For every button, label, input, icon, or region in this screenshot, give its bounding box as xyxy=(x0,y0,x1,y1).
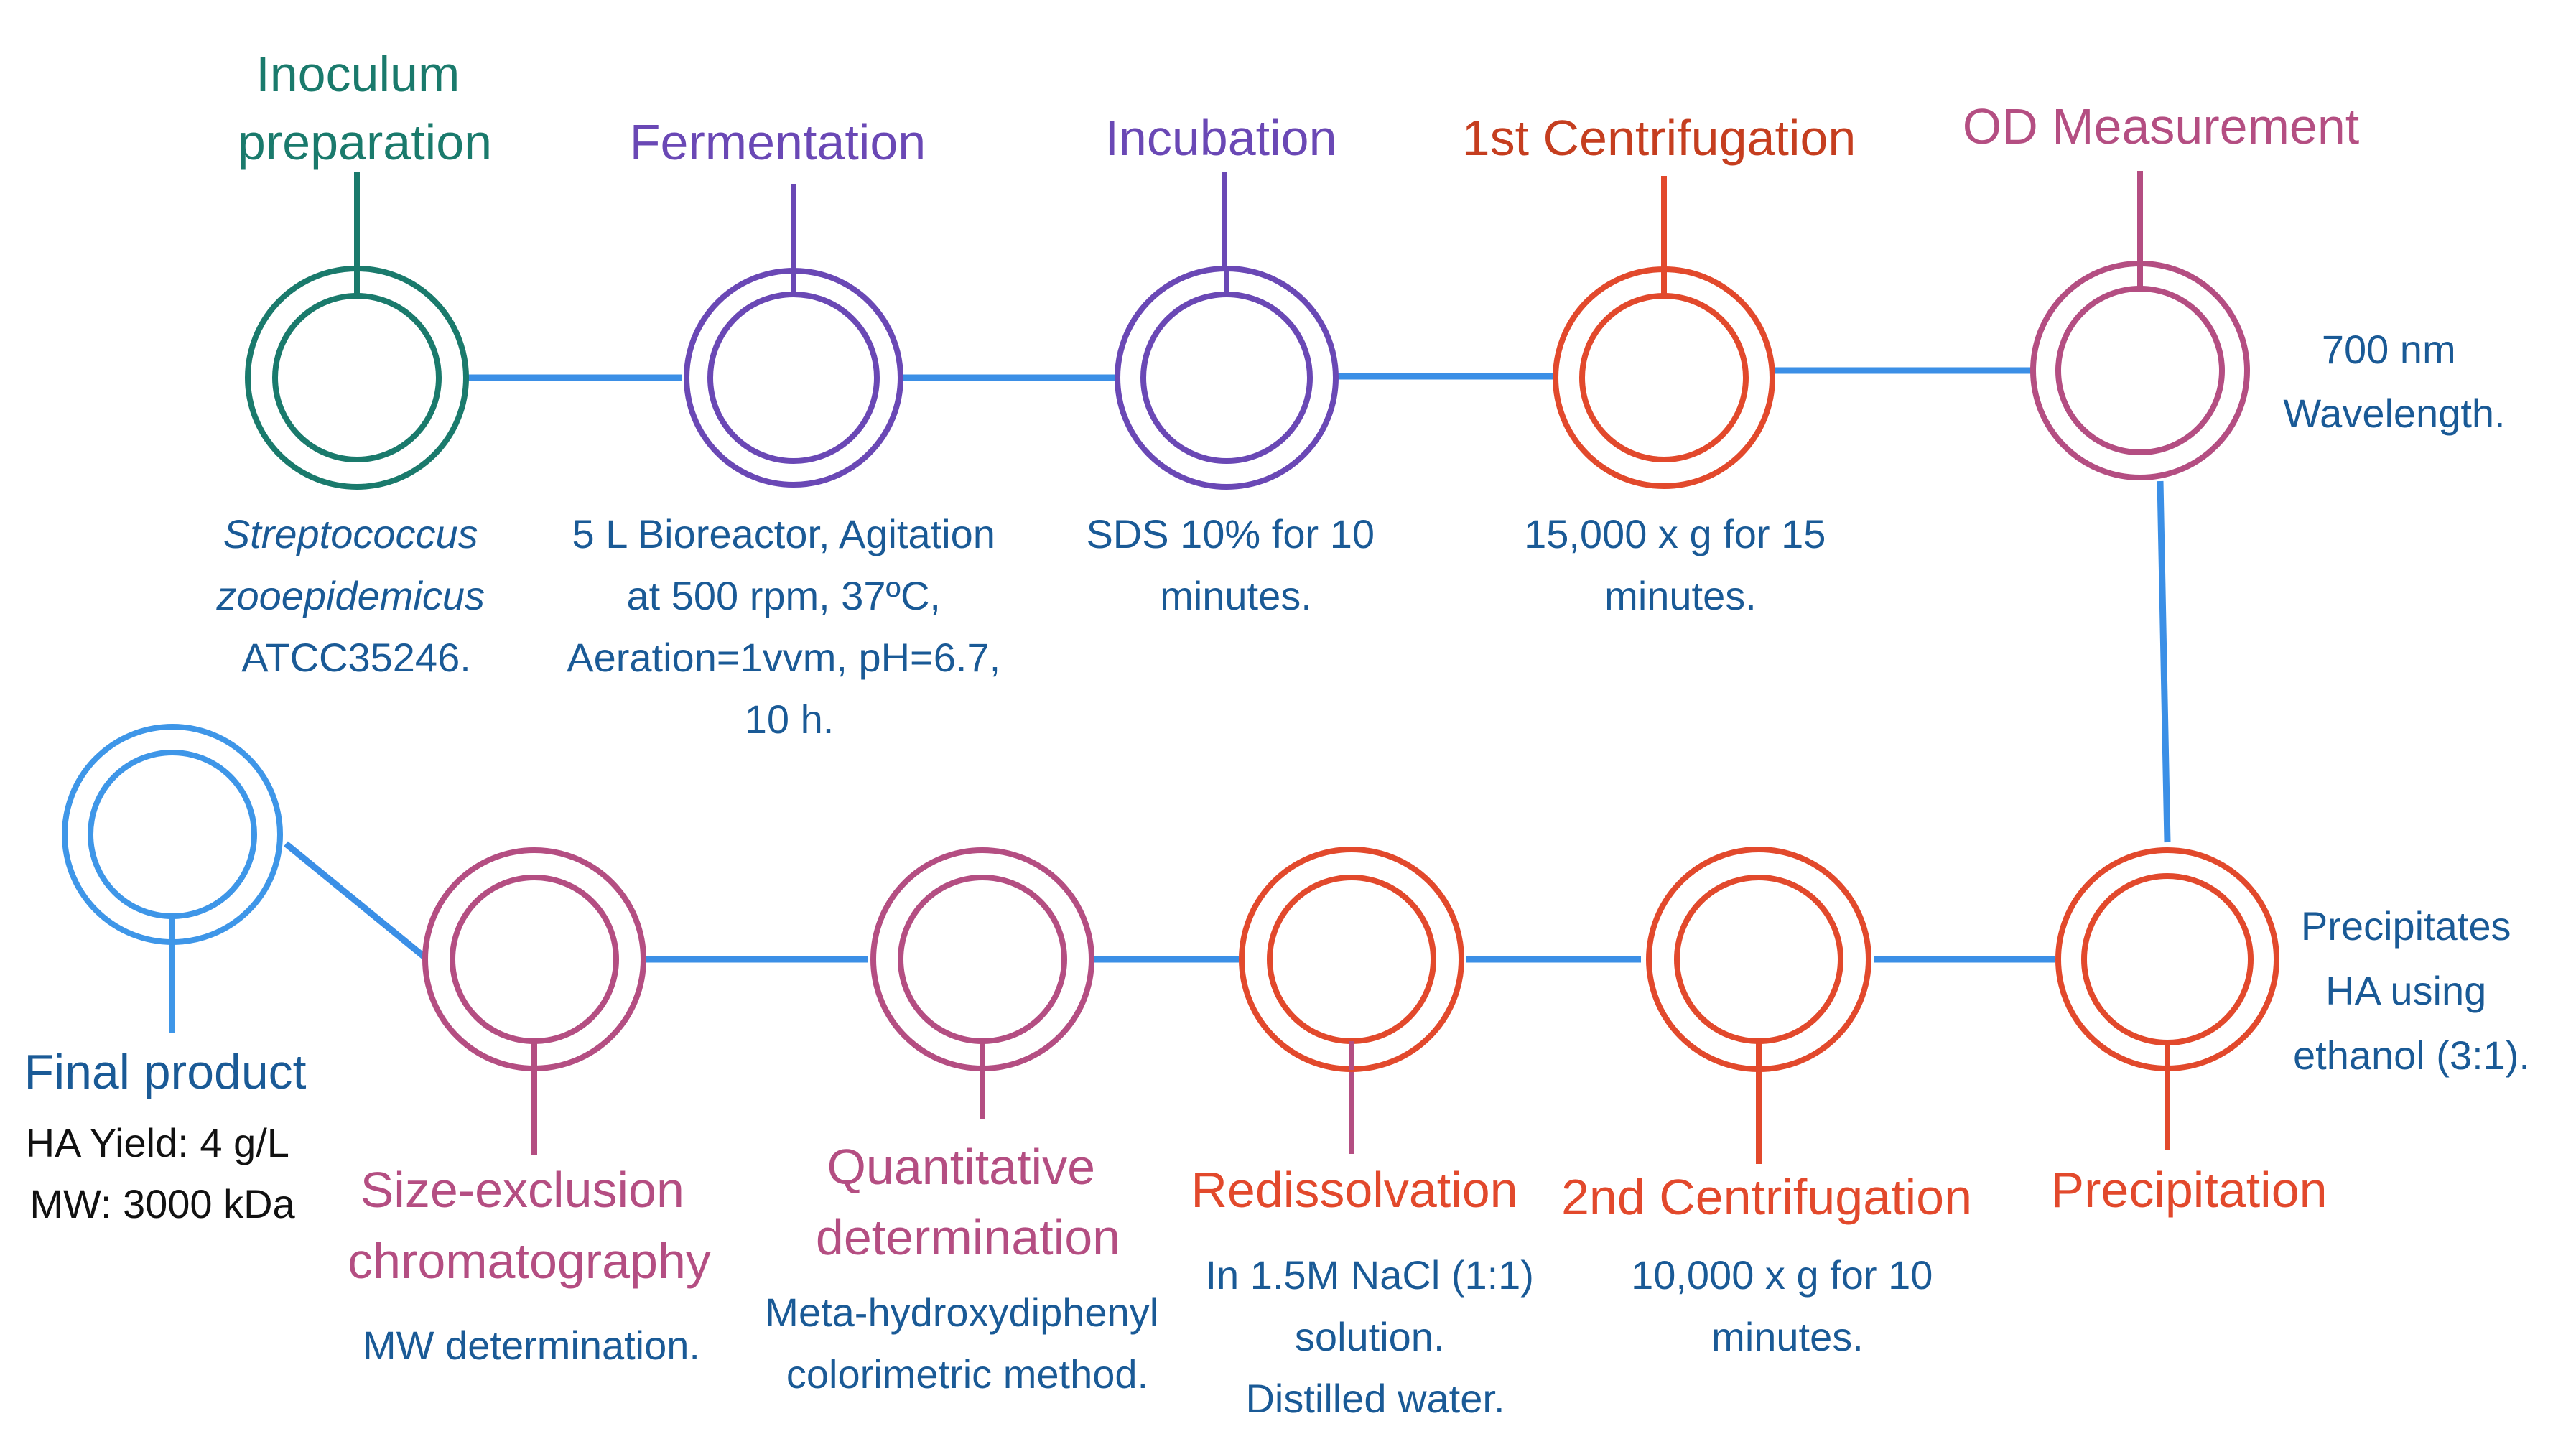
details-sizeexclusion: MW determination. xyxy=(363,1323,700,1368)
details-redissolvation: In 1.5M NaCl (1:1) solution. Distilled w… xyxy=(1205,1252,1545,1421)
node-incubation-inner-ring xyxy=(1140,292,1313,464)
details-incubation: SDS 10% for 10 minutes. xyxy=(1086,511,1385,618)
title-incubation: Incubation xyxy=(1105,110,1336,166)
details-inoculum: Streptococcus zooepidemicus ATCC35246. xyxy=(215,511,496,680)
node-redissolvation xyxy=(1239,847,1464,1072)
title-od: OD Measurement xyxy=(1963,98,2359,154)
details-precipitation: Precipitates HA using ethanol (3:1). xyxy=(2293,903,2530,1078)
title-quantitative: Quantitative determination xyxy=(816,1139,1120,1265)
node-fermentation xyxy=(684,268,903,488)
node-od xyxy=(2030,261,2250,480)
step-titles: Inoculum preparation Fermentation Incuba… xyxy=(24,46,2359,1289)
node-centrifugation1-inner-ring xyxy=(1579,293,1749,462)
title-precipitation: Precipitation xyxy=(2050,1162,2327,1218)
node-rings xyxy=(62,261,2279,1072)
node-fermentation-inner-ring xyxy=(707,292,880,464)
details-od: 700 nm Wavelength. xyxy=(2283,327,2505,436)
stem-stubs xyxy=(169,261,2170,1070)
connector-lines xyxy=(284,367,2171,963)
title-redissolvation: Redissolvation xyxy=(1191,1162,1517,1218)
step-details: Streptococcus zooepidemicus ATCC35246. 5… xyxy=(26,327,2530,1421)
node-inoculum-inner-ring xyxy=(272,293,442,462)
node-centrifugation2 xyxy=(1646,847,1871,1072)
details-centrifugation1: 15,000 x g for 15 minutes. xyxy=(1524,511,1837,618)
title-centrifugation2: 2nd Centrifugation xyxy=(1561,1169,1972,1225)
node-od-inner-ring xyxy=(2055,286,2225,455)
node-inoculum xyxy=(245,266,469,490)
node-final-inner-ring xyxy=(88,750,257,919)
node-precipitation-inner-ring xyxy=(2081,873,2254,1045)
details-final: HA Yield: 4 g/L MW: 3000 kDa xyxy=(26,1120,299,1226)
node-redissolvation-inner-ring xyxy=(1267,875,1436,1044)
node-centrifugation1 xyxy=(1553,266,1775,489)
title-fermentation: Fermentation xyxy=(630,114,926,170)
details-fermentation: 5 L Bioreactor, Agitation at 500 rpm, 37… xyxy=(567,511,1011,742)
details-centrifugation2: 10,000 x g for 10 minutes. xyxy=(1631,1252,1944,1359)
node-sizeexclusion-inner-ring xyxy=(450,875,619,1044)
node-precipitation xyxy=(2055,847,2279,1071)
title-inoculum: Inoculum preparation xyxy=(238,46,492,170)
title-final: Final product xyxy=(24,1045,306,1099)
node-sizeexclusion xyxy=(422,847,646,1071)
connector-od-precipitation xyxy=(2157,480,2171,843)
node-incubation xyxy=(1115,266,1339,490)
node-centrifugation2-inner-ring xyxy=(1674,875,1843,1044)
node-quantitative xyxy=(870,847,1094,1071)
details-quantitative: Meta-hydroxydiphenyl colorimetric method… xyxy=(765,1290,1169,1397)
title-centrifugation1: 1st Centrifugation xyxy=(1462,110,1856,166)
connector-sizeexclusion-final xyxy=(284,841,429,962)
title-sizeexclusion: Size-exclusion chromatography xyxy=(348,1162,711,1289)
node-final xyxy=(62,724,283,945)
node-quantitative-inner-ring xyxy=(898,875,1067,1044)
